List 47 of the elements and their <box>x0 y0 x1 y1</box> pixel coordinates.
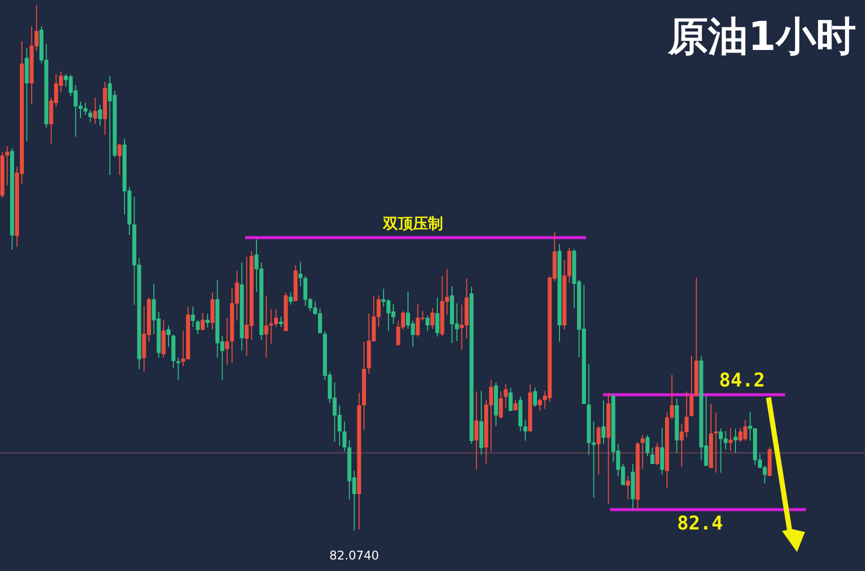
candlestick <box>5 146 10 186</box>
candlestick <box>533 387 538 408</box>
candlestick <box>650 447 654 464</box>
candlestick <box>538 398 542 412</box>
candlestick <box>645 434 650 457</box>
candlestick <box>190 306 195 328</box>
candlestick <box>93 97 98 124</box>
candlestick <box>728 427 733 452</box>
candlestick <box>498 391 503 420</box>
candlestick <box>602 400 606 444</box>
candlestick <box>166 325 170 348</box>
candlestick <box>430 307 434 330</box>
candlestick <box>118 143 122 176</box>
candlestick <box>225 318 230 366</box>
candlestick <box>523 419 528 442</box>
candlestick <box>200 312 205 330</box>
candlestick <box>210 292 214 330</box>
candlestick <box>98 104 102 126</box>
candlestick <box>278 316 283 328</box>
candlestick <box>655 442 660 466</box>
ref-line-label: 82.4 <box>677 512 723 535</box>
candlestick <box>670 374 674 420</box>
candlestick <box>88 109 92 122</box>
ref-line-label: 84.2 <box>719 370 765 392</box>
candlestick <box>298 261 302 287</box>
chart-title: 原油1小时 <box>667 14 856 60</box>
candlestick <box>660 427 664 476</box>
candlestick <box>176 357 180 381</box>
annotation: 82.0740 <box>329 548 380 563</box>
candlestick <box>288 292 293 306</box>
candlestick <box>162 319 166 358</box>
candlestick <box>596 426 601 476</box>
candlestick <box>342 421 346 452</box>
candlestick <box>504 383 508 408</box>
candlestick <box>474 391 478 470</box>
candlestick <box>264 295 268 358</box>
ref-line-label: 双顶压制 <box>382 214 443 233</box>
candlestick <box>733 428 738 454</box>
candlestick <box>714 412 718 474</box>
candlestick <box>626 475 630 500</box>
candlestick <box>206 313 210 328</box>
candlestick <box>508 387 513 412</box>
candlestick <box>426 315 430 332</box>
candlestick <box>640 434 645 470</box>
candlestick <box>435 297 440 338</box>
candlestick <box>196 319 200 335</box>
candlestick <box>514 399 518 411</box>
